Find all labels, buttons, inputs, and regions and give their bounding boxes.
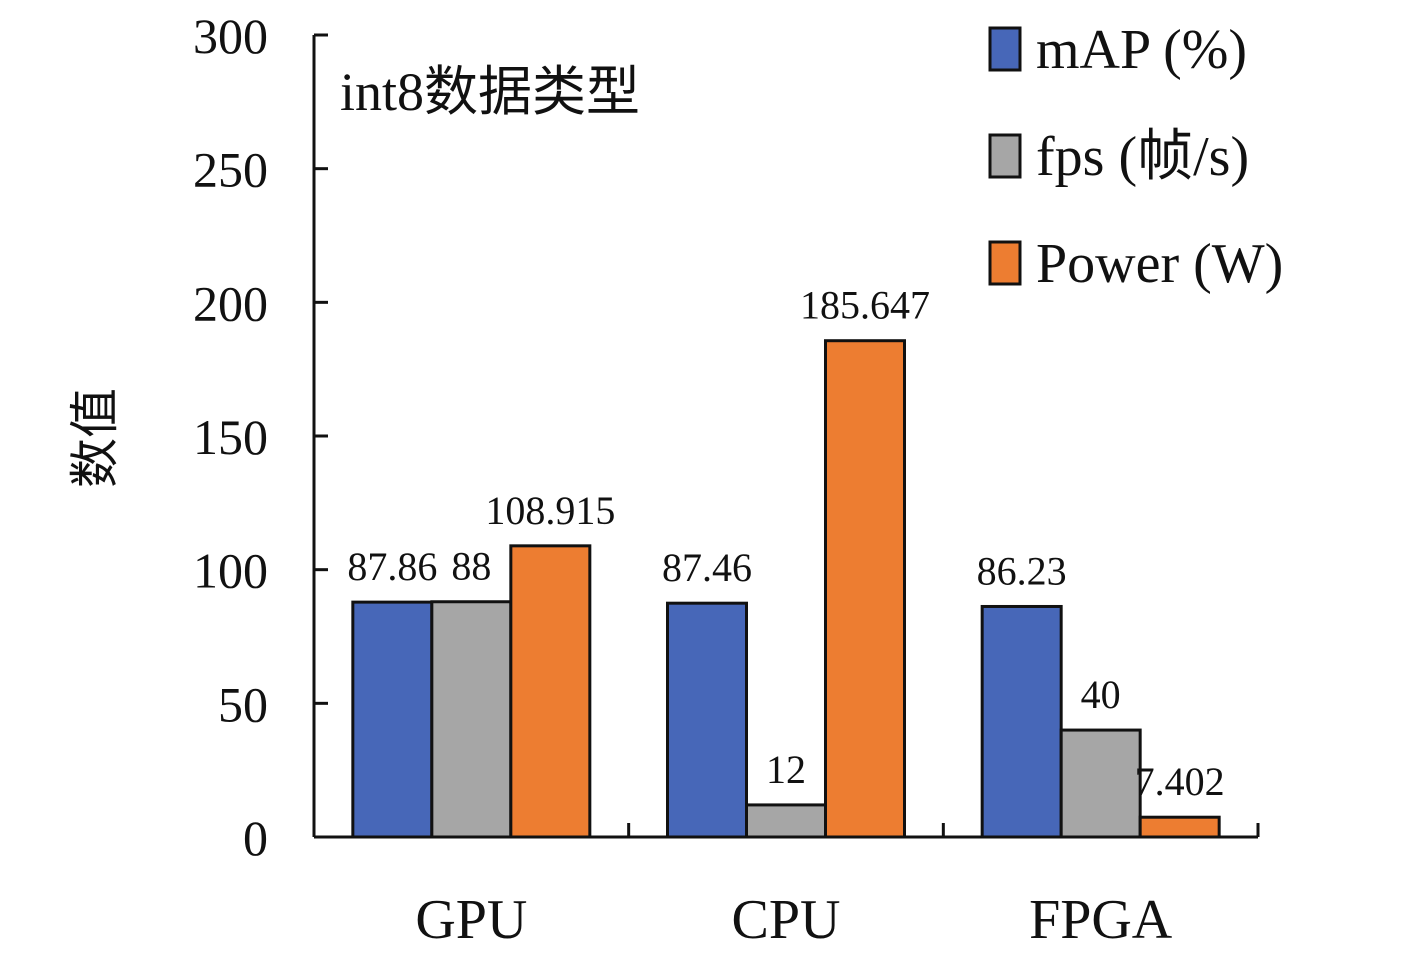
y-tick-label: 150 bbox=[193, 409, 268, 465]
bar-fpga-series-3 bbox=[1138, 815, 1221, 839]
legend-swatch bbox=[988, 133, 1022, 179]
x-tick-label-cpu: CPU bbox=[732, 889, 841, 951]
bar-fpga-series-1 bbox=[980, 604, 1063, 839]
y-axis-title: 数值 bbox=[67, 388, 123, 488]
legend: mAP (%) fps (帧/s) Power (W) bbox=[988, 19, 1283, 295]
data-label: 40 bbox=[1081, 672, 1121, 717]
data-label: 12 bbox=[766, 747, 806, 792]
value-labels: 87.86 88 108.915 87.46 12 185.647 86.23 40 7.402 bbox=[347, 283, 1224, 805]
bar-cpu-series-2 bbox=[745, 803, 827, 839]
bar-gpu-series-3 bbox=[509, 544, 592, 839]
bar-cpu-series-1 bbox=[666, 601, 748, 839]
y-tick-label: 250 bbox=[193, 142, 268, 198]
bars bbox=[351, 339, 1221, 839]
data-label: 108.915 bbox=[485, 488, 615, 533]
y-tick-label: 0 bbox=[243, 810, 268, 866]
y-tick-label: 300 bbox=[193, 8, 268, 64]
legend-label: mAP (%) bbox=[1036, 19, 1247, 81]
data-label: 87.46 bbox=[662, 545, 752, 590]
x-ticks bbox=[312, 823, 1260, 837]
category-labels: GPU CPU FPGA bbox=[415, 889, 1172, 951]
chart-annotation: int8数据类型 bbox=[340, 62, 640, 122]
x-tick-label-fpga: FPGA bbox=[1029, 889, 1173, 951]
data-label: 185.647 bbox=[800, 283, 930, 328]
data-label: 87.86 bbox=[347, 544, 437, 589]
data-label: 86.23 bbox=[977, 548, 1067, 593]
x-tick-label-gpu: GPU bbox=[415, 889, 527, 951]
axes: 0 50 100 150 200 250 300 bbox=[193, 8, 1260, 866]
legend-label: Power (W) bbox=[1036, 233, 1283, 295]
bar-fpga-series-2 bbox=[1059, 728, 1142, 839]
bar-cpu-series-3 bbox=[824, 339, 906, 839]
legend-swatch bbox=[988, 240, 1022, 286]
y-tick-label: 200 bbox=[193, 275, 268, 331]
legend-swatch bbox=[988, 26, 1022, 72]
data-label: 7.402 bbox=[1135, 759, 1225, 804]
y-ticks: 0 50 100 150 200 250 300 bbox=[193, 8, 328, 866]
bar-gpu-series-1 bbox=[351, 600, 434, 839]
y-tick-label: 100 bbox=[193, 543, 268, 599]
data-label: 88 bbox=[451, 544, 491, 589]
bar-gpu-series-2 bbox=[430, 600, 513, 839]
y-tick-label: 50 bbox=[218, 676, 268, 732]
legend-label: fps (帧/s) bbox=[1036, 126, 1249, 188]
